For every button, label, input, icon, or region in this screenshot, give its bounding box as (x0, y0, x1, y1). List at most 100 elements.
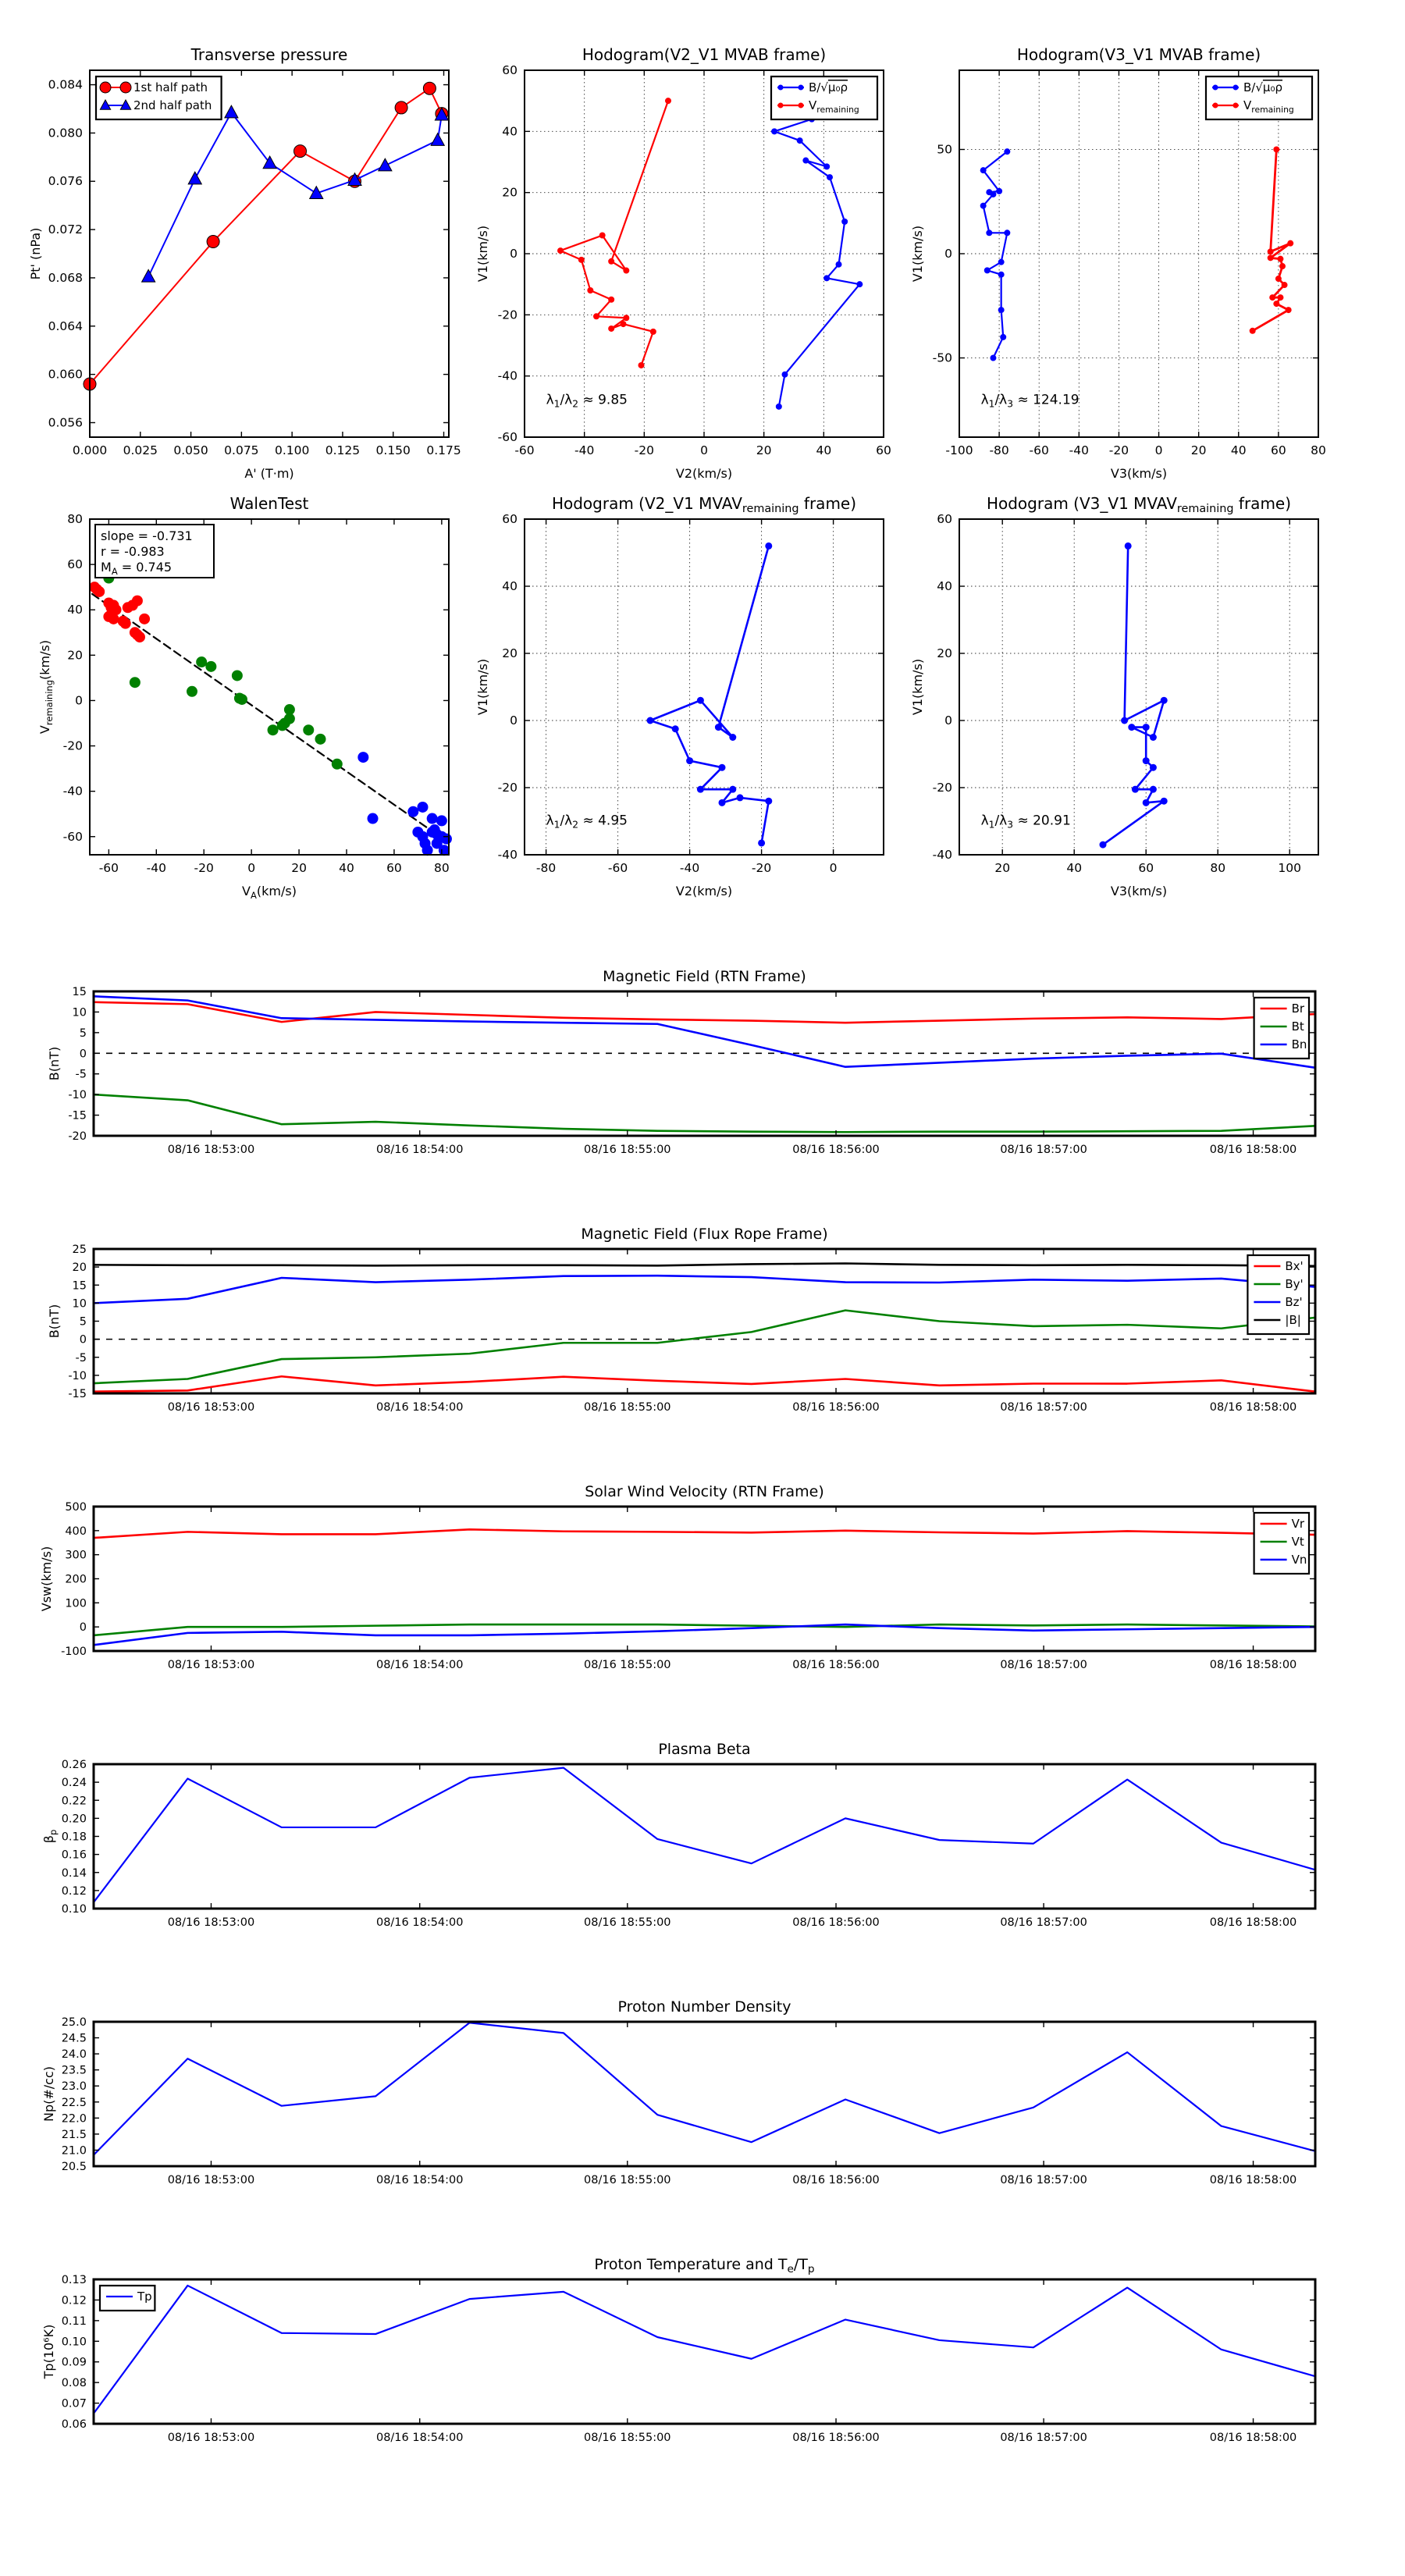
svg-text:60: 60 (502, 63, 518, 77)
chart-transverse-pressure: 0.000 0.025 0.050 0.075 0.100 0.125 0.150 0.175… (28, 45, 461, 481)
svg-text:24.0: 24.0 (62, 2048, 87, 2061)
svg-text:-40: -40 (1069, 443, 1089, 457)
svg-text:08/16 18:53:00: 08/16 18:53:00 (168, 2432, 255, 2444)
svg-text:60: 60 (386, 861, 402, 875)
svg-text:0: 0 (1155, 443, 1163, 457)
svg-text:0.09: 0.09 (62, 2357, 87, 2369)
svg-text:40: 40 (339, 861, 354, 875)
svg-text:-20: -20 (68, 1130, 87, 1143)
svg-text:-60: -60 (63, 830, 83, 844)
chart-magnetic-field-rtn: 08/16 18:53:00 08/16 18:54:00 08/16 18:55:… (47, 968, 1317, 1156)
svg-text:08/16 18:55:00: 08/16 18:55:00 (584, 1401, 671, 1414)
svg-text:25: 25 (73, 1244, 87, 1256)
svg-text:0.20: 0.20 (62, 1813, 87, 1825)
svg-text:08/16 18:57:00: 08/16 18:57:00 (1000, 1659, 1087, 1671)
svg-text:0.06: 0.06 (62, 2418, 87, 2431)
svg-text:22.5: 22.5 (62, 2097, 87, 2109)
svg-text:0: 0 (944, 247, 952, 261)
svg-text:0.16: 0.16 (62, 1849, 87, 1862)
svg-text:08/16 18:53:00: 08/16 18:53:00 (168, 1401, 255, 1414)
svg-text:08/16 18:56:00: 08/16 18:56:00 (792, 1401, 880, 1414)
svg-text:0: 0 (830, 861, 838, 875)
svg-text:08/16 18:57:00: 08/16 18:57:00 (1000, 1401, 1087, 1414)
svg-text:V1(km/s): V1(km/s) (475, 226, 490, 282)
svg-text:60: 60 (502, 512, 518, 526)
svg-text:-100: -100 (945, 443, 973, 457)
svg-text:Np(#/cc): Np(#/cc) (41, 2066, 56, 2122)
svg-text:Hodogram(V3_V1 MVAB frame): Hodogram(V3_V1 MVAB frame) (1017, 45, 1261, 64)
svg-text:0.08: 0.08 (62, 2377, 87, 2389)
svg-text:0.10: 0.10 (62, 1903, 87, 1916)
chart-plasma-beta: 08/16 18:53:00 08/16 18:54:00 08/16 18:55:… (41, 1741, 1317, 1929)
svg-text:40: 40 (816, 443, 831, 457)
svg-text:08/16 18:56:00: 08/16 18:56:00 (792, 2174, 880, 2186)
svg-text:Vsw(km/s): Vsw(km/s) (39, 1546, 54, 1611)
svg-text:22.0: 22.0 (62, 2112, 87, 2125)
svg-text:0.056: 0.056 (48, 415, 83, 429)
svg-text:Proton Number Density: Proton Number Density (618, 1998, 791, 2016)
svg-text:Hodogram (V2_V1 MVAVremaining: Hodogram (V2_V1 MVAVremaining frame) (552, 494, 856, 515)
svg-text:-40: -40 (680, 861, 699, 875)
svg-text:-60: -60 (99, 861, 119, 875)
svg-text:-20: -20 (752, 861, 771, 875)
svg-text:20.5: 20.5 (62, 2161, 87, 2173)
svg-text:By': By' (1285, 1277, 1303, 1291)
svg-text:08/16 18:56:00: 08/16 18:56:00 (792, 2432, 880, 2444)
svg-text:1st half path: 1st half path (133, 80, 208, 94)
svg-text:-80: -80 (536, 861, 556, 875)
svg-text:5: 5 (80, 1027, 87, 1040)
svg-text:B(nT): B(nT) (47, 1047, 62, 1080)
svg-text:0.10: 0.10 (62, 2336, 87, 2348)
svg-text:0.072: 0.072 (48, 222, 83, 237)
svg-text:-40: -40 (147, 861, 166, 875)
svg-text:-20: -20 (635, 443, 654, 457)
svg-text:Pt' (nPa): Pt' (nPa) (28, 228, 43, 280)
svg-text:400: 400 (65, 1525, 87, 1538)
svg-text:300: 300 (65, 1550, 87, 1562)
svg-text:08/16 18:55:00: 08/16 18:55:00 (584, 1916, 671, 1929)
svg-text:Vr: Vr (1292, 1517, 1305, 1531)
svg-text:08/16 18:58:00: 08/16 18:58:00 (1210, 2174, 1297, 2186)
svg-text:08/16 18:56:00: 08/16 18:56:00 (792, 1659, 880, 1671)
chart-hodogram-v2v1-mvab: -60 -40 -20 0 20 40 60 -60 -40 -20 0 20 40 60 Hodogram… (475, 45, 891, 481)
svg-text:-20: -20 (63, 739, 83, 753)
svg-text:0: 0 (75, 693, 83, 707)
svg-text:08/16 18:57:00: 08/16 18:57:00 (1000, 2174, 1087, 2186)
svg-text:V3(km/s): V3(km/s) (1111, 884, 1167, 898)
svg-text:15: 15 (73, 1279, 87, 1292)
svg-text:24.5: 24.5 (62, 2033, 87, 2045)
svg-text:80: 80 (1210, 861, 1225, 875)
svg-text:MA = 0.745: MA = 0.745 (101, 560, 172, 577)
svg-text:200: 200 (65, 1574, 87, 1586)
chart-hodogram-v3v1-mvab: -100 -80 -60 -40 -20 0 20 40 60 80 -50 0 50 Hodogram(… (910, 45, 1326, 481)
svg-text:-40: -40 (63, 785, 83, 799)
svg-text:-5: -5 (76, 1069, 87, 1081)
svg-text:0.050: 0.050 (173, 443, 208, 457)
svg-text:0.24: 0.24 (62, 1777, 87, 1789)
svg-text:20: 20 (502, 186, 518, 200)
svg-text:08/16 18:54:00: 08/16 18:54:00 (376, 2174, 464, 2186)
svg-text:21.5: 21.5 (62, 2129, 87, 2141)
svg-text:-5: -5 (76, 1352, 87, 1364)
svg-text:40: 40 (1231, 443, 1247, 457)
svg-text:20: 20 (1191, 443, 1207, 457)
svg-text:21.0: 21.0 (62, 2144, 87, 2157)
svg-text:Tp(10⁶K): Tp(10⁶K) (41, 2325, 56, 2380)
svg-text:40: 40 (67, 603, 83, 617)
svg-text:V3(km/s): V3(km/s) (1111, 466, 1167, 481)
svg-text:0: 0 (80, 1048, 87, 1060)
svg-text:Vremaining: Vremaining (809, 98, 859, 115)
svg-text:08/16 18:56:00: 08/16 18:56:00 (792, 1916, 880, 1929)
svg-text:08/16 18:58:00: 08/16 18:58:00 (1210, 1144, 1297, 1156)
svg-text:0.22: 0.22 (62, 1795, 87, 1807)
svg-text:-40: -40 (933, 848, 952, 862)
svg-text:Bz': Bz' (1285, 1295, 1302, 1309)
svg-text:Plasma Beta: Plasma Beta (658, 1741, 750, 1758)
svg-text:08/16 18:57:00: 08/16 18:57:00 (1000, 2432, 1087, 2444)
svg-text:0.12: 0.12 (62, 1885, 87, 1898)
svg-text:23.5: 23.5 (62, 2065, 87, 2077)
svg-text:-20: -20 (194, 861, 214, 875)
svg-text:15: 15 (73, 986, 87, 998)
svg-text:λ1/λ3 ≈ 124.19: λ1/λ3 ≈ 124.19 (981, 393, 1080, 410)
